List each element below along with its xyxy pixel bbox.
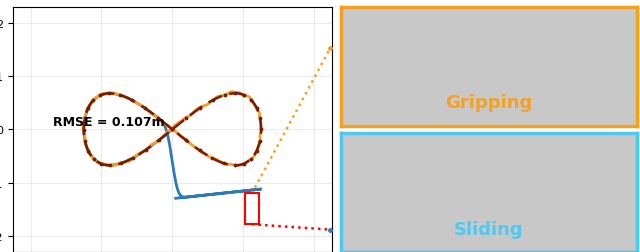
- Reference: [86, 103, 94, 106]
- Reference: [168, 128, 176, 131]
- Reference: [84, 149, 92, 152]
- Benchmark Estimation: [219, 192, 227, 195]
- Bar: [245, 194, 259, 224]
- Proposed Estimation: [86, 103, 94, 106]
- Benchmark Estimation: [106, 92, 114, 96]
- Proposed Estimation: [218, 161, 225, 164]
- Benchmark Estimation: [221, 192, 229, 195]
- Line: Benchmark Estimation: Benchmark Estimation: [84, 94, 261, 199]
- Line: Proposed Estimation: Proposed Estimation: [83, 92, 261, 166]
- Reference: [81, 142, 89, 145]
- Benchmark Estimation: [86, 103, 94, 106]
- Benchmark Estimation: [84, 149, 92, 152]
- Reference: [168, 128, 176, 131]
- Reference: [106, 164, 113, 167]
- Benchmark Estimation: [201, 194, 209, 197]
- Reference: [231, 92, 239, 96]
- Proposed Estimation: [199, 152, 207, 155]
- Proposed Estimation: [82, 143, 90, 146]
- Text: Sliding: Sliding: [454, 220, 524, 238]
- Reference: [218, 162, 226, 165]
- Proposed Estimation: [167, 130, 175, 133]
- Proposed Estimation: [234, 164, 241, 167]
- Reference: [200, 152, 208, 155]
- Text: RMSE = 0.107m: RMSE = 0.107m: [52, 115, 164, 128]
- Benchmark Estimation: [82, 142, 90, 145]
- Reference: [221, 94, 229, 97]
- Proposed Estimation: [170, 125, 178, 128]
- Benchmark Estimation: [172, 197, 180, 200]
- Proposed Estimation: [84, 149, 92, 152]
- Line: Reference: Reference: [84, 94, 261, 166]
- Proposed Estimation: [228, 91, 236, 94]
- Text: Gripping: Gripping: [445, 94, 532, 112]
- Proposed Estimation: [221, 94, 229, 97]
- Benchmark Estimation: [165, 131, 173, 134]
